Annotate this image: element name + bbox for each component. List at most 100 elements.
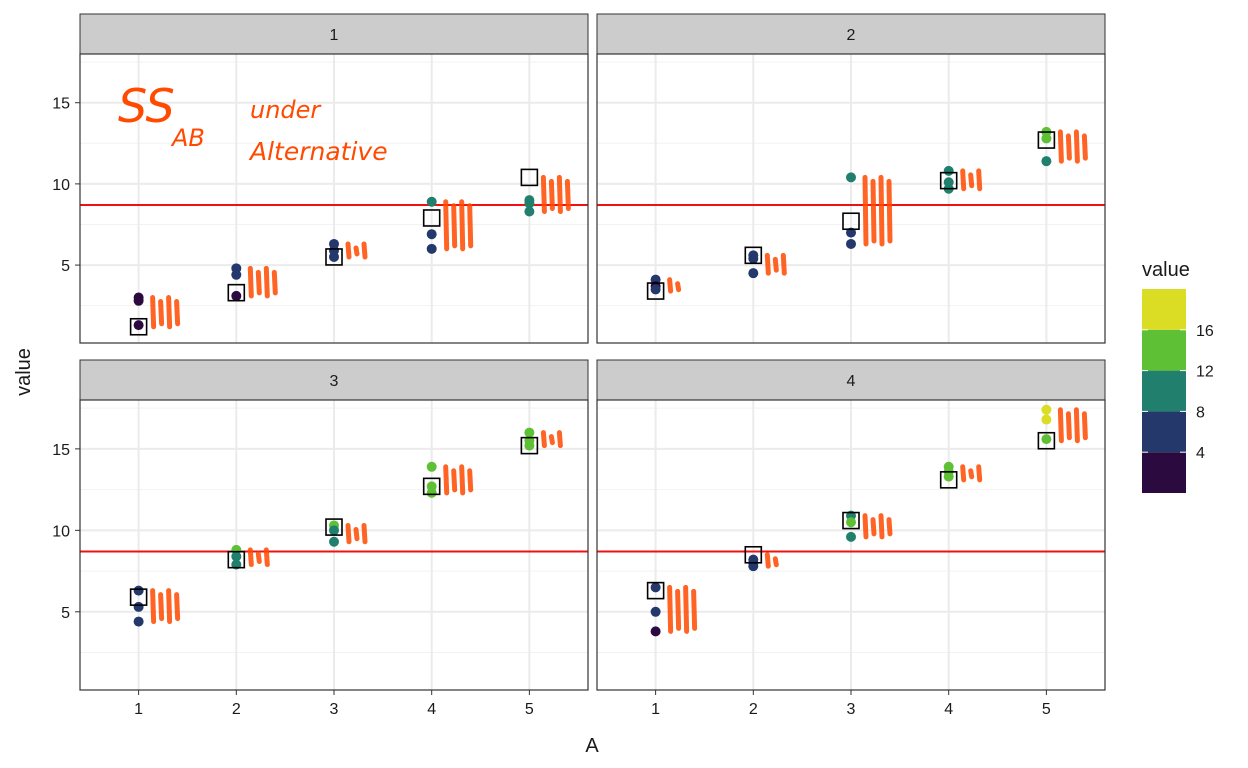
annotation-stroke <box>540 430 547 449</box>
annotation-stroke <box>564 178 571 211</box>
data-point <box>943 471 954 482</box>
annotation-stroke <box>540 174 547 214</box>
group-mean-marker <box>744 545 763 564</box>
annotation-stroke <box>271 269 278 296</box>
annotation-stroke <box>158 592 165 622</box>
y-tick-label: 10 <box>52 177 70 194</box>
annotation-stroke <box>443 199 450 252</box>
annotation-stroke <box>247 547 254 568</box>
data-point <box>426 487 437 498</box>
data-point <box>329 525 339 536</box>
annotation-stroke <box>976 168 983 192</box>
annotation-stroke <box>878 174 885 247</box>
data-point <box>1041 414 1052 425</box>
data-point <box>524 206 535 217</box>
legend-label: 16 <box>1196 323 1214 340</box>
data-point <box>1041 133 1052 144</box>
group-mean-marker <box>744 246 763 265</box>
group-mean-marker <box>129 317 148 336</box>
annotation-stroke <box>353 245 360 257</box>
legend-bin <box>1142 370 1186 412</box>
legend-label: 8 <box>1196 404 1205 421</box>
facet-strip-label: 2 <box>847 27 856 44</box>
annotation-stroke <box>1057 407 1064 444</box>
group-mean-marker <box>325 518 343 536</box>
annotation-stroke <box>764 252 771 276</box>
facet-panel-2: 2 <box>596 13 1106 344</box>
panel-border <box>79 53 589 344</box>
annotation-stroke <box>459 199 466 252</box>
x-axis-title: A <box>585 735 599 757</box>
annotation-stroke <box>667 277 674 294</box>
annotation-stroke <box>255 551 262 565</box>
x-tick-label: 4 <box>944 701 953 718</box>
annotation-stroke <box>345 241 352 260</box>
facet-strip <box>79 359 589 401</box>
data-point <box>846 172 856 183</box>
group-mean-marker <box>939 471 958 489</box>
facet-strip <box>596 13 1106 55</box>
data-point <box>133 616 144 627</box>
data-point <box>846 238 856 249</box>
annotation-stroke <box>166 588 173 625</box>
y-axis-title: value <box>13 348 35 396</box>
annotation-stroke <box>960 464 967 483</box>
group-mean-marker <box>939 171 958 190</box>
facet-strip-label: 1 <box>330 27 339 44</box>
data-point <box>748 268 759 279</box>
facet-strip <box>596 359 1106 401</box>
x-tick-label: 3 <box>847 701 856 718</box>
annotation-stroke <box>667 584 674 634</box>
annotation-stroke <box>675 281 682 293</box>
data-point <box>133 585 144 596</box>
annotation-ss: SS <box>118 79 175 133</box>
annotation-under: under <box>250 96 322 124</box>
x-tick-label: 5 <box>1042 701 1051 718</box>
annotation-stroke <box>960 168 967 192</box>
annotation-stroke <box>862 513 869 540</box>
data-point <box>133 320 144 331</box>
annotation-stroke <box>166 295 173 330</box>
group-mean-marker <box>422 209 441 227</box>
x-tick-label: 1 <box>651 701 660 718</box>
y-tick-label: 15 <box>52 442 70 459</box>
legend-title: value <box>1142 259 1190 281</box>
facet-strip-label: 4 <box>847 373 856 390</box>
group-mean-marker <box>1037 431 1056 450</box>
y-tick-label: 10 <box>52 523 70 540</box>
data-point <box>133 295 144 306</box>
legend-bin <box>1142 411 1186 453</box>
annotation-stroke <box>361 241 368 260</box>
group-mean-marker <box>646 581 665 600</box>
x-tick-label: 2 <box>232 701 241 718</box>
annotation-stroke <box>548 178 555 211</box>
annotation-stroke <box>1057 129 1064 164</box>
data-point <box>426 243 437 254</box>
annotation-stroke <box>158 299 165 327</box>
group-mean-marker <box>1037 131 1056 149</box>
annotation-stroke <box>247 265 254 299</box>
data-point <box>426 196 437 207</box>
color-legend: value 16 12 8 4 <box>1142 259 1214 493</box>
annotation-stroke <box>467 203 474 249</box>
annotation-stroke <box>174 592 181 622</box>
annotation-stroke <box>1081 411 1088 441</box>
annotation-stroke <box>886 517 893 537</box>
annotation-stroke <box>976 464 983 483</box>
data-point <box>1041 434 1052 445</box>
annotation-stroke <box>878 513 885 540</box>
data-point <box>231 269 242 280</box>
annotation-stroke <box>353 526 360 542</box>
annotation-stroke <box>556 430 563 449</box>
data-point <box>650 626 661 637</box>
annotation-stroke <box>870 517 877 537</box>
data-point <box>231 290 242 301</box>
data-point <box>650 284 661 295</box>
annotation-stroke <box>345 522 352 545</box>
group-mean-marker <box>227 283 246 302</box>
data-point <box>1041 156 1052 167</box>
annotation-stroke <box>1073 129 1080 164</box>
annotation-stroke <box>556 174 563 214</box>
facet-strip <box>79 13 589 55</box>
